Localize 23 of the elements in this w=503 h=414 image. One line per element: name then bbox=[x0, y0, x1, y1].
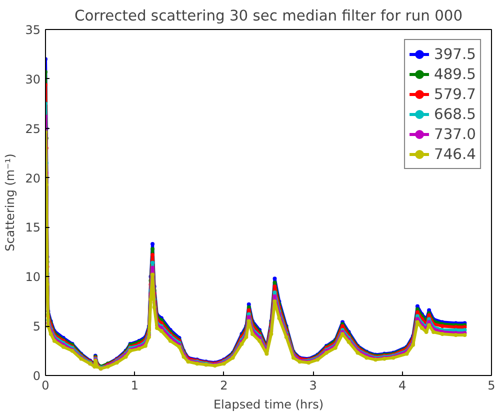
legend-label: 737.0 bbox=[434, 126, 476, 142]
y-tick-label: 20 bbox=[25, 171, 41, 186]
legend-label: 746.4 bbox=[434, 146, 476, 162]
y-tick-label: 15 bbox=[25, 220, 41, 235]
y-tick-label: 35 bbox=[25, 23, 41, 37]
y-tick-label: 30 bbox=[25, 72, 41, 86]
legend-label: 397.5 bbox=[434, 46, 476, 62]
legend-label: 668.5 bbox=[434, 106, 476, 122]
x-axis-title: Elapsed time (hrs) bbox=[213, 398, 324, 412]
y-tick-label: 0 bbox=[32, 369, 41, 383]
y-axis-title: Scattering (m⁻¹) bbox=[3, 154, 18, 252]
x-tick-label: 0 bbox=[42, 378, 50, 392]
x-tick-label: 5 bbox=[488, 378, 496, 392]
x-tick-label: 3 bbox=[309, 378, 317, 392]
legend-label: 579.7 bbox=[434, 86, 476, 102]
x-tick-label: 1 bbox=[130, 378, 139, 392]
y-tick-label: 25 bbox=[25, 122, 41, 136]
y-tick-label: 10 bbox=[25, 270, 41, 284]
legend-label: 489.5 bbox=[434, 66, 476, 82]
chart-title: Corrected scattering 30 sec median filter for run 000 bbox=[74, 8, 463, 24]
y-tick-label: 5 bbox=[32, 320, 41, 334]
x-tick-label: 4 bbox=[398, 378, 406, 392]
x-tick-label: 2 bbox=[220, 378, 228, 392]
